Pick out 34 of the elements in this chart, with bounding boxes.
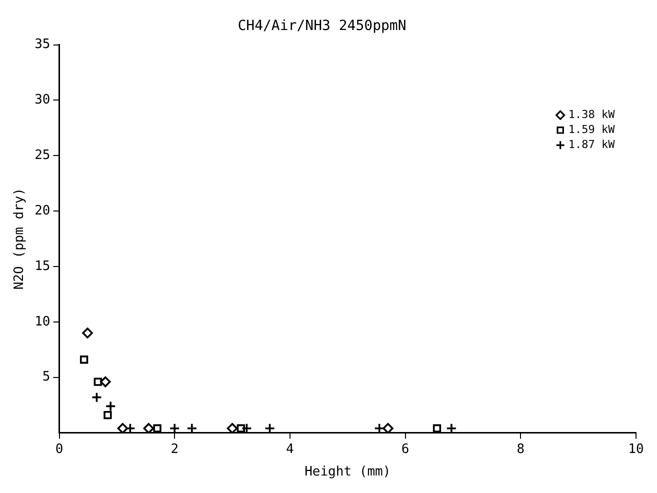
- y-tick-label: 35: [34, 37, 50, 52]
- x-tick-label: 10: [628, 442, 644, 457]
- point: [236, 424, 246, 432]
- point: [264, 422, 276, 433]
- point: [382, 422, 394, 433]
- point: [153, 424, 162, 432]
- point: [91, 392, 102, 403]
- point: [82, 328, 93, 338]
- point: [100, 376, 111, 388]
- x-tick-label: 2: [170, 442, 179, 457]
- point: [104, 410, 112, 420]
- x-tick-label: 4: [286, 442, 294, 457]
- point: [105, 400, 116, 412]
- chart-title: CH4/Air/NH3 2450ppmN: [238, 18, 406, 34]
- x-tick-label: 8: [516, 442, 525, 457]
- x-tick-label: 6: [401, 442, 410, 457]
- point: [226, 422, 238, 433]
- y-tick-label: 30: [34, 92, 50, 108]
- point: [94, 378, 102, 386]
- point: [80, 356, 88, 364]
- x-axis-title: Height (mm): [304, 464, 391, 480]
- y-tick-label: 20: [34, 203, 50, 218]
- legend-label: 1.87 kW: [568, 138, 616, 152]
- point: [143, 422, 154, 433]
- y-tick-label: 15: [34, 258, 50, 274]
- y-tick-label: 25: [34, 148, 50, 164]
- y-axis-title: N2O (ppm dry): [12, 188, 28, 290]
- legend-label: 1.59 kW: [568, 123, 616, 136]
- y-tick-label: 10: [34, 314, 50, 330]
- y-tick-label: 5: [42, 370, 50, 385]
- point: [432, 424, 442, 432]
- legend-label: 1.38 kW: [568, 108, 616, 122]
- point: [117, 422, 128, 433]
- x-tick-label: 0: [55, 442, 64, 457]
